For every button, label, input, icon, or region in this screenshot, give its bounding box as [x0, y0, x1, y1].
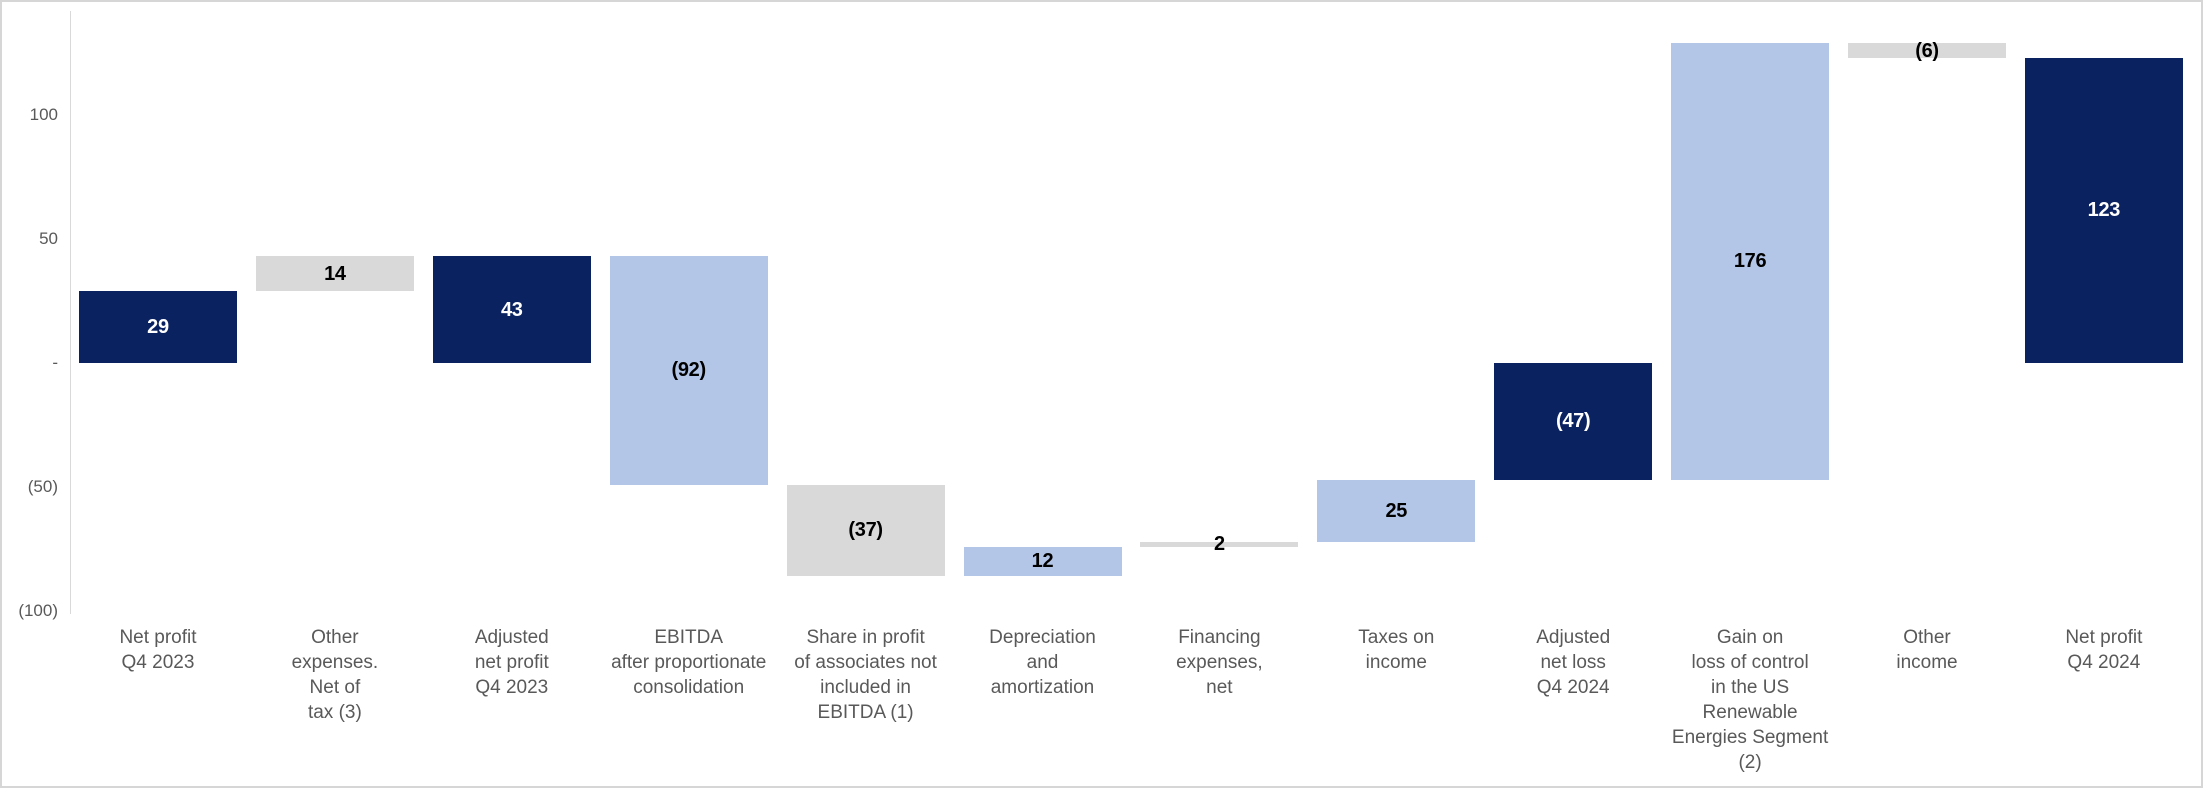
bar-value-label: 29	[147, 316, 169, 339]
category-label-line: in the US	[1711, 677, 1790, 698]
category-label-line: after proportionate	[611, 652, 767, 673]
category-label-line: EBITDA	[654, 627, 723, 648]
category-label: Adjusted net profit Q4 2023	[423, 625, 600, 700]
waterfall-bar	[963, 546, 1122, 577]
category-label-line: Share in profit	[806, 627, 925, 648]
waterfall-bar	[1671, 43, 1830, 480]
waterfall-bar	[1317, 479, 1476, 542]
category-label-line: Gain on	[1716, 627, 1784, 648]
category-label: Gain on loss of control in the US Renewable…	[1662, 625, 1839, 775]
waterfall-bar	[432, 256, 591, 363]
category-label-line: tax (3)	[307, 702, 362, 723]
category-label: Net profit Q4 2023	[70, 625, 247, 675]
category-label-line: amortization	[990, 677, 1095, 698]
category-label: Share in profit of associates not included…	[777, 625, 954, 725]
category-label-line: Net profit	[2065, 627, 2143, 648]
y-tick-label: -	[52, 353, 58, 372]
waterfall-bar	[1494, 363, 1653, 480]
category-label-line: EBITDA (1)	[817, 702, 914, 723]
category-label-line: Depreciation	[989, 627, 1096, 648]
category-label-line: net profit	[474, 652, 549, 673]
waterfall-bar	[2024, 57, 2183, 363]
category-label-line: income	[1365, 652, 1427, 673]
waterfall-bar	[609, 256, 768, 485]
category-label: Net profit Q4 2024	[2015, 625, 2192, 675]
category-label: Depreciation and amortization	[954, 625, 1131, 700]
bar-value-label: 12	[1031, 550, 1054, 573]
bar-value-label: 2	[1213, 533, 1225, 556]
category-label-line: and	[1026, 652, 1059, 673]
bar-value-label: 25	[1385, 499, 1408, 522]
category-label-line: Adjusted	[1536, 627, 1611, 648]
category-label-line: Adjusted	[474, 627, 549, 648]
category-label: Adjusted net loss Q4 2024	[1485, 625, 1662, 700]
category-label-line: net loss	[1540, 652, 1606, 673]
category-label-line: Financing	[1178, 627, 1261, 648]
category-label-line: Q4 2024	[1536, 677, 1610, 698]
category-label-line: Net profit	[119, 627, 197, 648]
category-label: Other income	[1839, 625, 2016, 675]
waterfall-bar	[79, 291, 237, 363]
y-tick-label: (100)	[18, 601, 58, 620]
category-label-line: expenses.	[291, 652, 379, 673]
category-label-line: (2)	[1738, 752, 1762, 773]
waterfall-bar	[786, 484, 945, 577]
waterfall-bar	[255, 256, 414, 292]
category-label-line: Net of	[309, 677, 361, 698]
y-axis-line	[70, 11, 71, 614]
waterfall-bar	[1140, 541, 1299, 547]
waterfall-bar	[1848, 43, 2006, 58]
y-tick-label: 50	[39, 229, 58, 248]
category-label-line: income	[1896, 652, 1958, 673]
category-label: Taxes on income	[1308, 625, 1485, 675]
category-label-line: Q4 2023	[121, 652, 195, 673]
category-label: Financing expenses, net	[1131, 625, 1308, 700]
category-label-line: Other	[311, 627, 359, 648]
bar-value-label: 123	[2087, 199, 2121, 222]
category-label-line: of associates not	[794, 652, 937, 673]
category-label-line: loss of control	[1691, 652, 1809, 673]
category-label-line: Q4 2023	[475, 677, 549, 698]
category-label-line: net	[1206, 677, 1233, 698]
bar-value-label: 14	[324, 262, 346, 285]
y-tick-label: 100	[29, 105, 58, 124]
bar-value-label: (92)	[671, 359, 707, 382]
category-label: Other expenses. Net of tax (3)	[246, 625, 423, 725]
bar-value-label: 43	[500, 298, 523, 321]
category-label-line: included in	[820, 677, 911, 698]
category-label-line: Taxes on	[1358, 627, 1435, 648]
category-label-line: expenses,	[1176, 652, 1263, 673]
category-label-line: Q4 2024	[2067, 652, 2141, 673]
category-label-line: Energies Segment	[1671, 727, 1829, 748]
bar-value-label: (47)	[1556, 410, 1591, 433]
category-label-line: consolidation	[633, 677, 745, 698]
category-label-line: Renewable	[1702, 702, 1798, 723]
bar-value-label: 176	[1733, 250, 1767, 273]
bar-value-label: (37)	[848, 519, 883, 542]
y-tick-label: (50)	[27, 477, 58, 496]
category-label-line: Other	[1903, 627, 1951, 648]
bar-value-label: (6)	[1915, 39, 1939, 62]
category-label: EBITDA after proportionate consolidation	[600, 625, 777, 700]
